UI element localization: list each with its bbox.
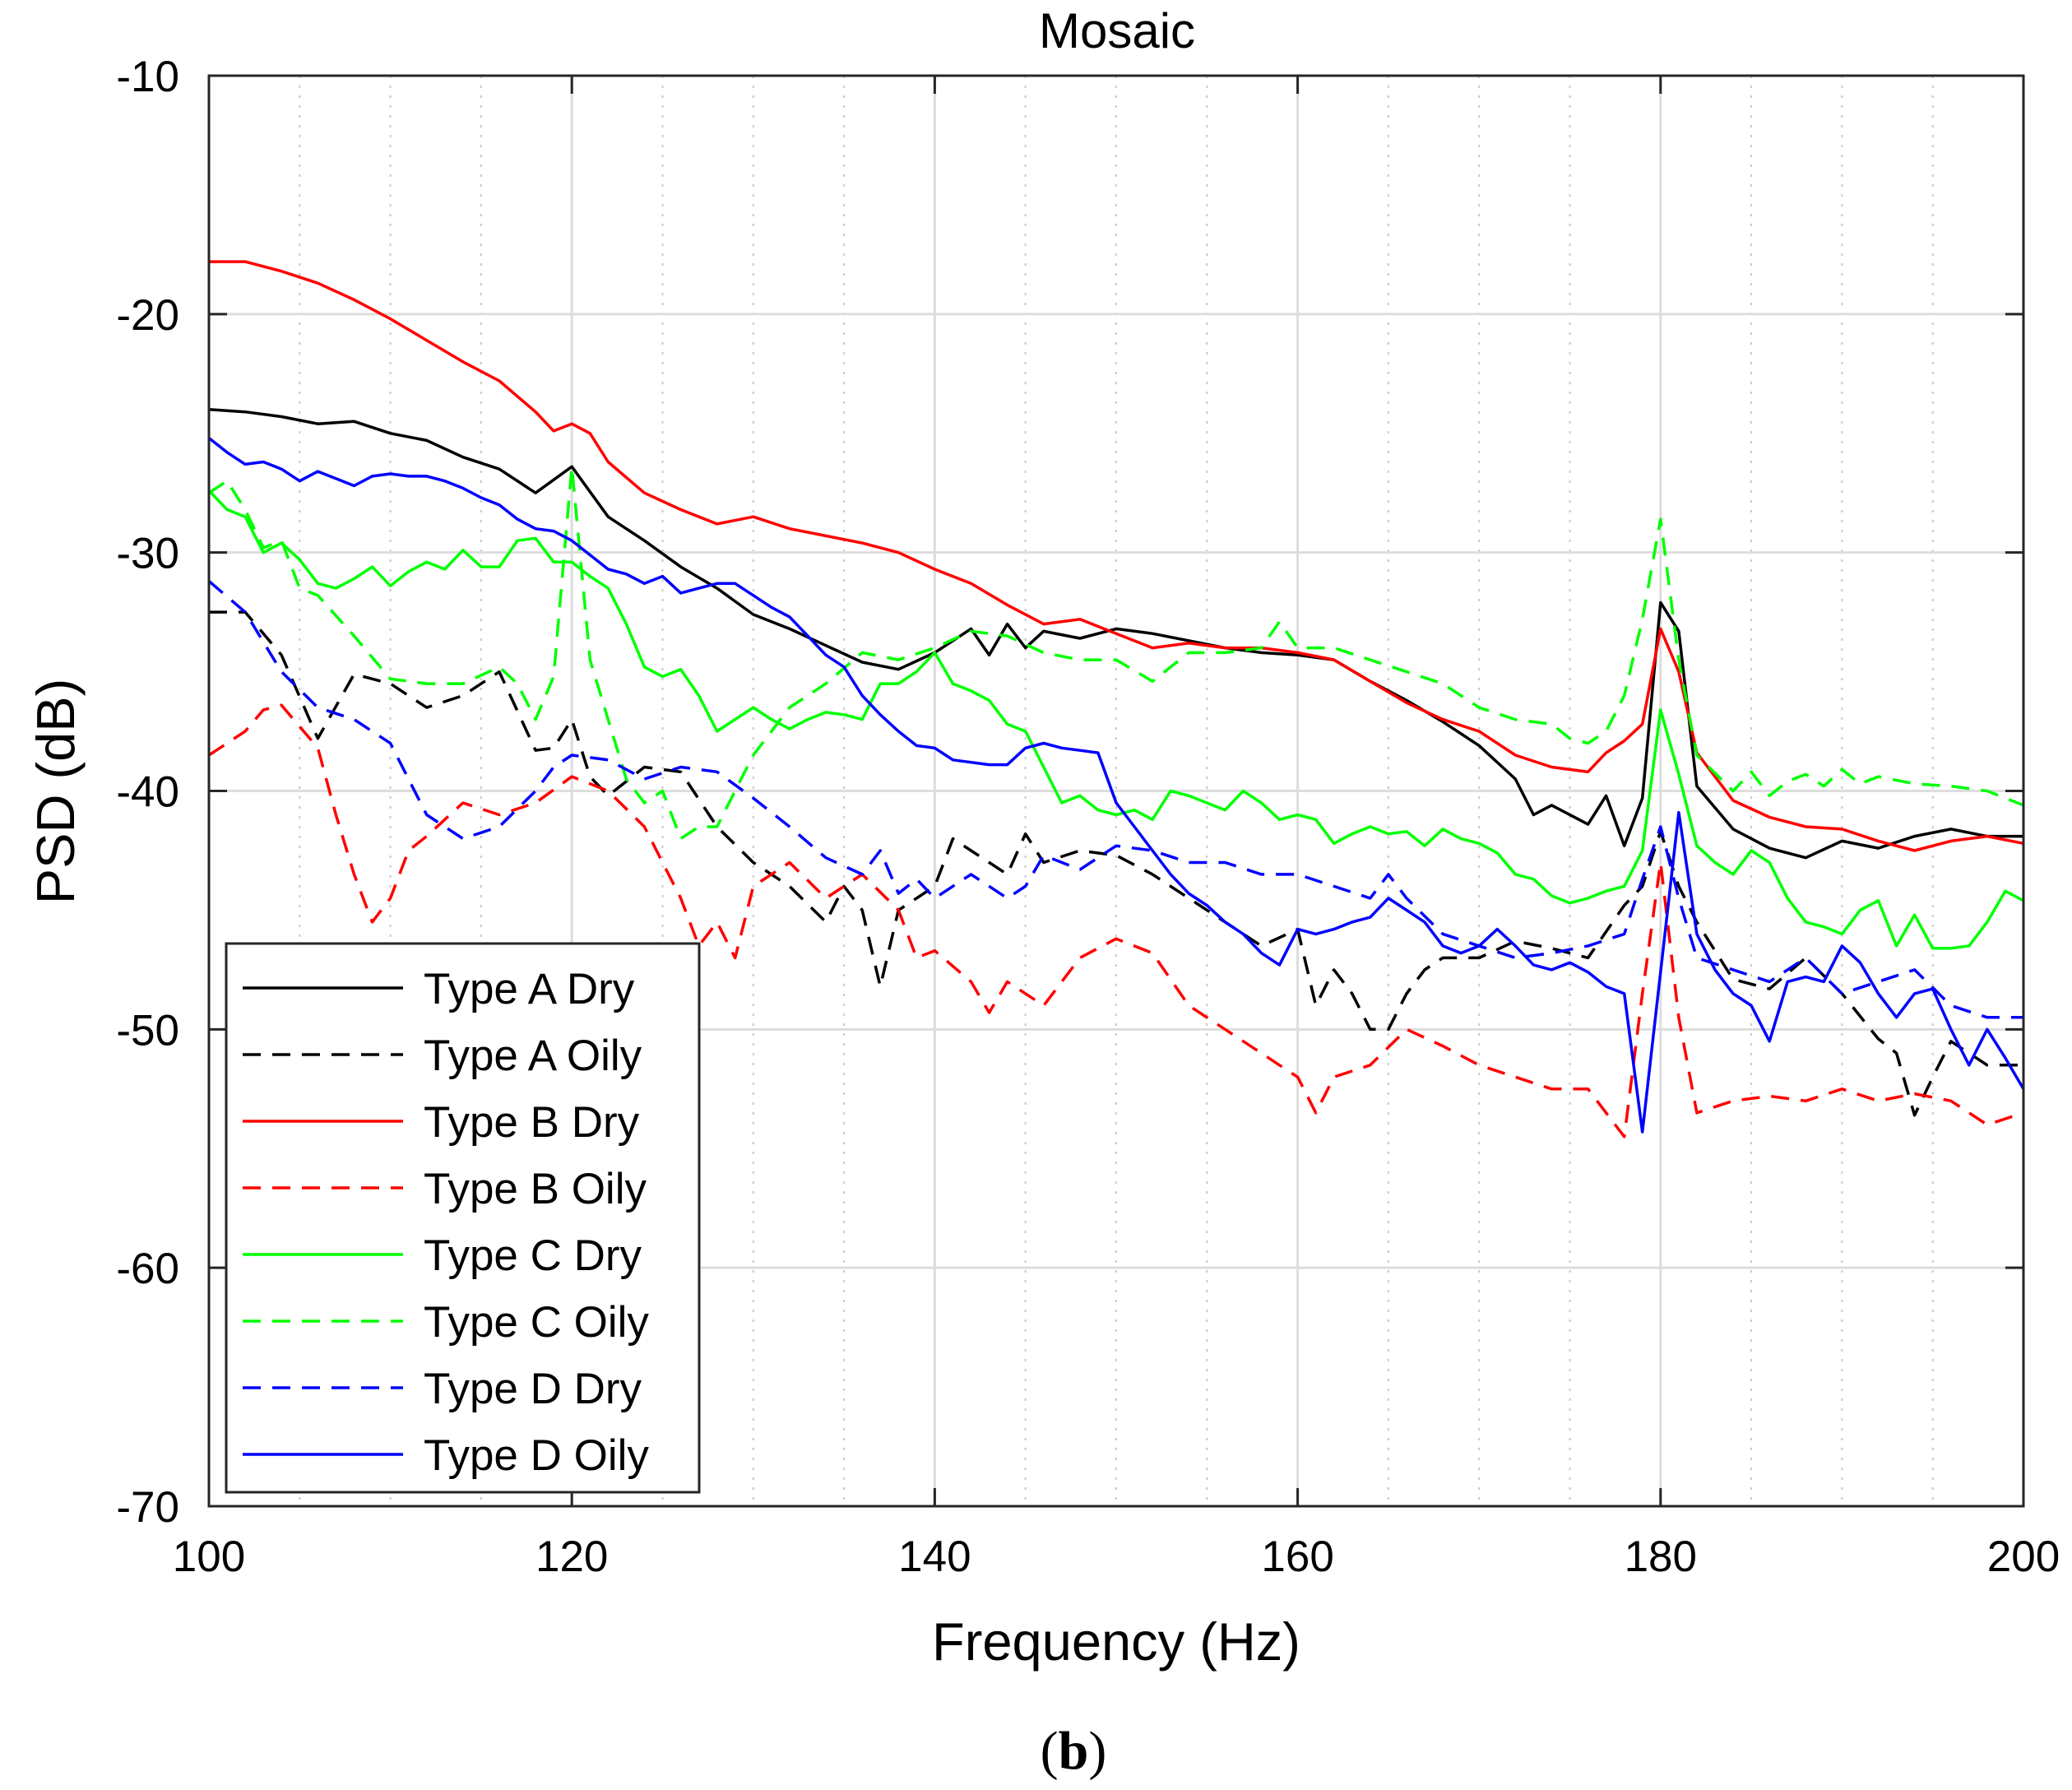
y-tick-label: -60 (116, 1245, 179, 1293)
legend-label-type-a-oily: Type A Oily (424, 1032, 642, 1080)
x-tick-label: 200 (1987, 1533, 2060, 1581)
legend-label-type-c-oily: Type C Oily (424, 1298, 649, 1347)
chart-title: Mosaic (1039, 3, 1195, 58)
series-line-type-b-dry (209, 260, 2024, 852)
series-line-type-c-dry (207, 489, 2024, 950)
series-line-type-d-oily (207, 437, 2025, 1134)
y-tick-label: -10 (116, 53, 179, 101)
y-tick-label: -40 (116, 768, 179, 817)
figure-caption: (b) (1041, 1721, 1107, 1781)
y-tick-label: -70 (116, 1483, 179, 1532)
y-tick-label: -30 (116, 530, 179, 578)
series-line-type-a-oily (209, 610, 2023, 1117)
series-line-type-d-dry (207, 580, 2023, 1019)
caption-close: ) (1088, 1721, 1106, 1781)
legend-label-type-d-dry: Type D Dry (424, 1365, 642, 1413)
series-line-type-a-dry (208, 408, 2023, 860)
series-line-type-c-oily (208, 465, 2024, 841)
y-tick-label: -50 (116, 1006, 179, 1055)
caption-letter: b (1059, 1721, 1089, 1781)
x-tick-label: 140 (898, 1533, 971, 1581)
series-line-type-b-oily (208, 703, 2024, 1138)
caption-open: ( (1041, 1721, 1059, 1781)
x-tick-label: 120 (535, 1533, 608, 1581)
legend-label-type-b-dry: Type B Dry (424, 1098, 640, 1147)
y-tick-label: -20 (116, 291, 179, 340)
x-tick-label: 180 (1625, 1533, 1697, 1581)
legend-label-type-a-dry: Type A Dry (424, 965, 635, 1013)
y-axis-title: PSD (dB) (25, 679, 86, 905)
series-lines (207, 260, 2025, 1138)
legend: Type A Dry Type A Oily Type B Dry Type B Oi… (225, 942, 701, 1494)
x-tick-label: 100 (173, 1533, 245, 1581)
legend-box (225, 942, 701, 1494)
axis-ticks: 100 120 140 160 180 200 -10 -20 -30 -40 -50 -60 -70 (116, 53, 2060, 1581)
legend-label-type-d-oily: Type D Oily (424, 1431, 649, 1480)
x-tick-label: 160 (1261, 1533, 1333, 1581)
legend-label-type-b-oily: Type B Oily (424, 1165, 647, 1213)
legend-label-type-c-dry: Type C Dry (424, 1231, 642, 1280)
x-axis-title: Frequency (Hz) (932, 1611, 1300, 1672)
